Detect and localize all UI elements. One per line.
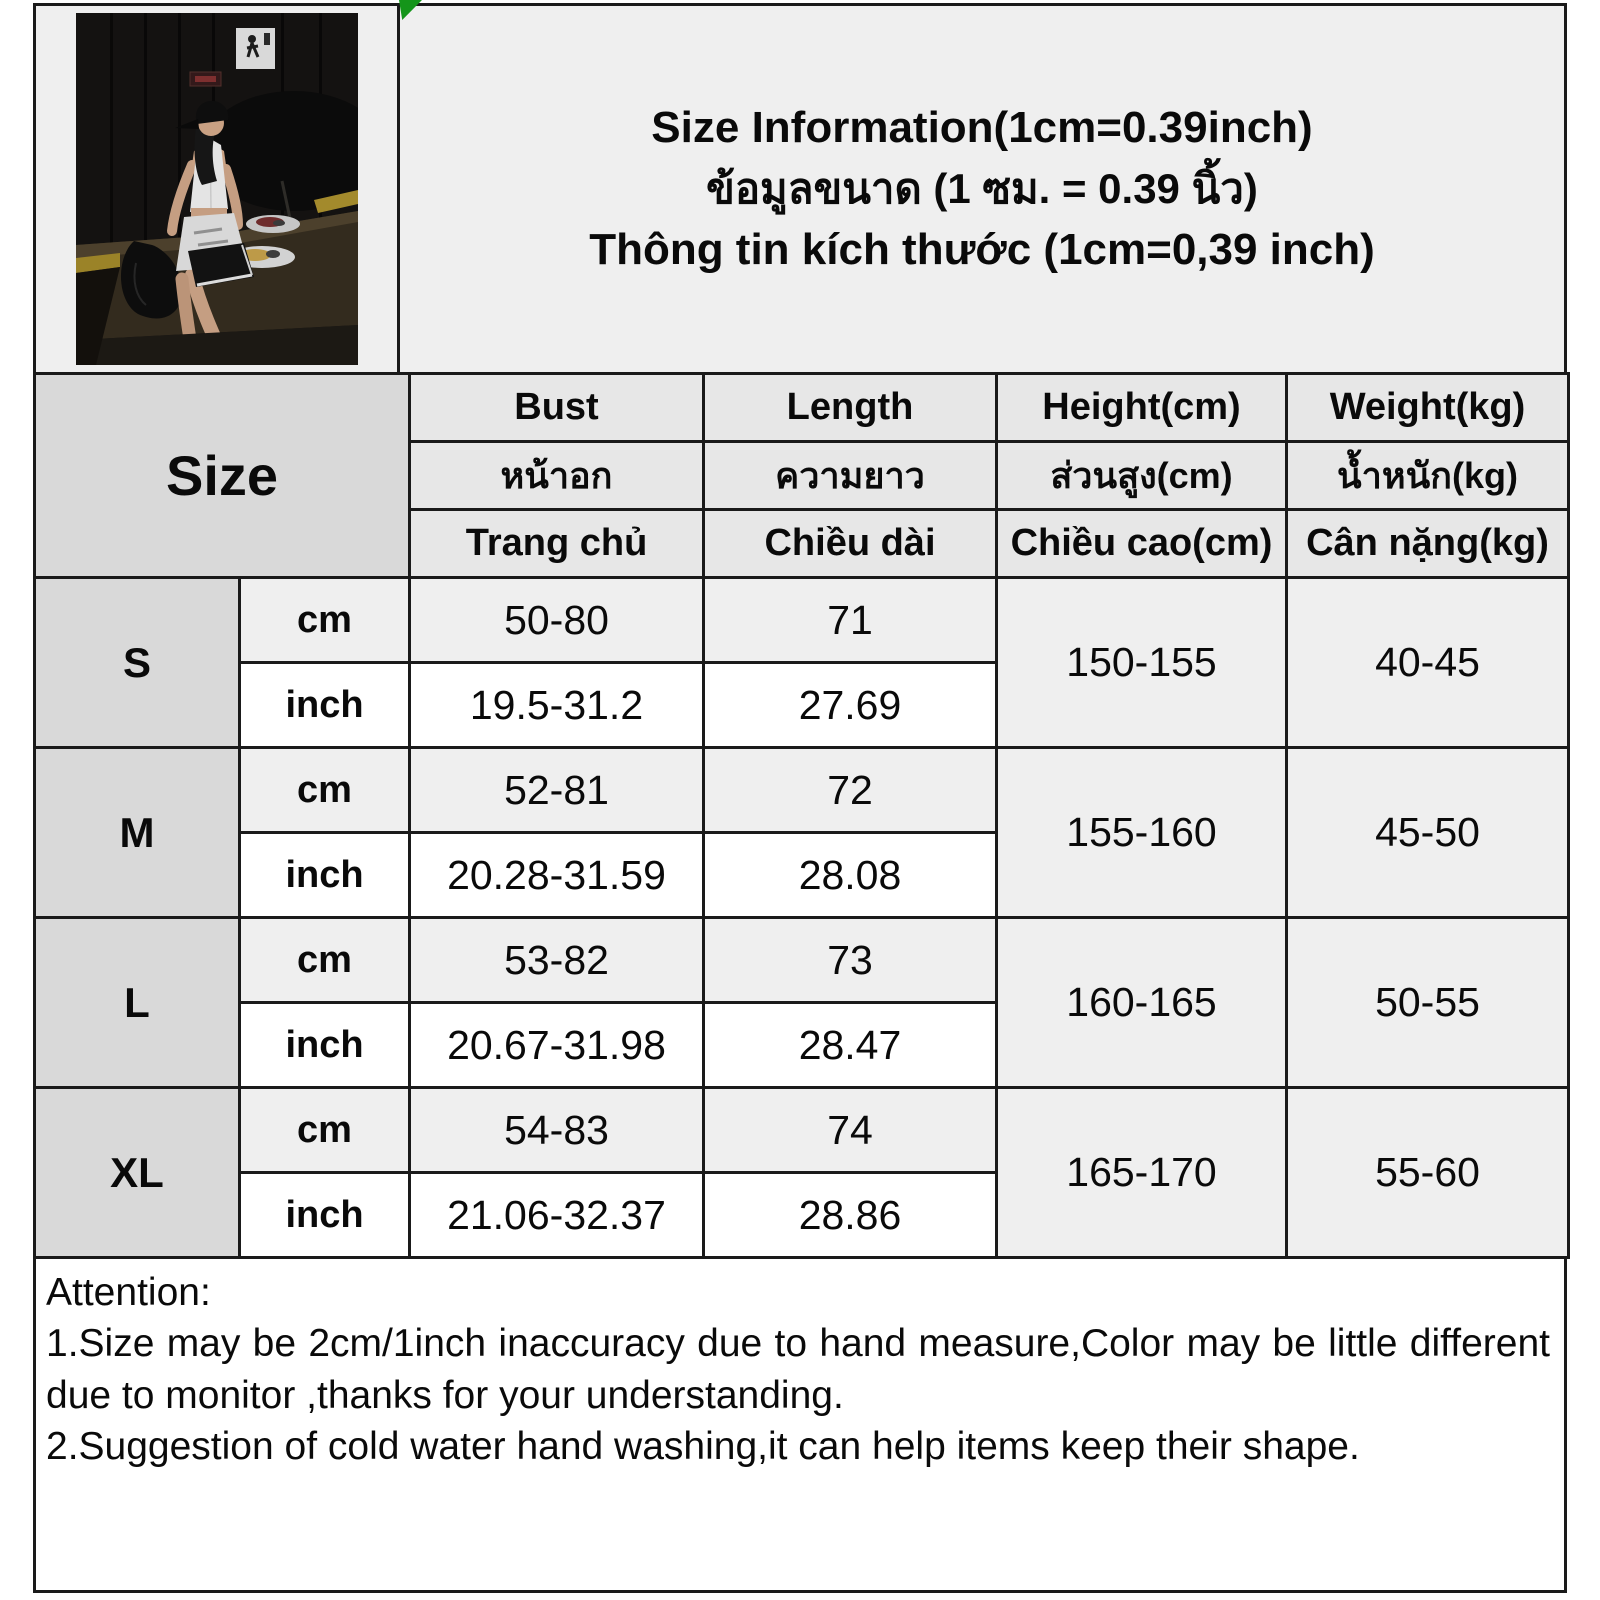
size-XL-label: XL <box>33 1086 241 1259</box>
L-bust-cm: 53-82 <box>408 916 705 1004</box>
model-figure <box>120 100 254 365</box>
S-bust-inch: 19.5-31.2 <box>408 661 705 749</box>
attention-note-2: 2.Suggestion of cold water hand washing,… <box>46 1425 1360 1469</box>
L-length-inch: 28.47 <box>702 1001 998 1089</box>
S-bust-cm: 50-80 <box>408 576 705 664</box>
title-vietnamese: Thông tin kích thước (1cm=0,39 inch) <box>589 225 1375 274</box>
weight-header-th: น้ำหนัก(kg) <box>1285 440 1570 511</box>
unit-cm-label: cm <box>238 916 411 1004</box>
S-height: 150-155 <box>995 576 1288 749</box>
XL-length-inch: 28.86 <box>702 1171 998 1259</box>
header-row-vi: Trang chủ Chiều dài Chiều cao(cm) Cân nặ… <box>35 508 1570 579</box>
height-header-vi: Chiều cao(cm) <box>995 508 1288 579</box>
weight-header-vi: Cân nặng(kg) <box>1285 508 1570 579</box>
S-weight: 40-45 <box>1285 576 1570 749</box>
height-header-th: ส่วนสูง(cm) <box>995 440 1288 511</box>
title-cell: Size Information(1cm=0.39inch) ข้อมูลขนา… <box>400 6 1564 372</box>
bust-header-en: Bust <box>408 372 705 443</box>
M-weight: 45-50 <box>1285 746 1570 919</box>
size-column-header: Size <box>33 372 411 579</box>
product-photo <box>75 13 358 365</box>
title-english: Size Information(1cm=0.39inch) <box>651 103 1313 152</box>
XL-bust-cm: 54-83 <box>408 1086 705 1174</box>
row-S-cm: S cm 50-80 71 150-155 40-45 <box>33 576 1570 749</box>
size-chart-content: Size Information(1cm=0.39inch) ข้อมูลขนา… <box>33 0 1570 1593</box>
unit-cm-label: cm <box>238 746 411 834</box>
length-header-vi: Chiều dài <box>702 508 998 579</box>
M-height: 155-160 <box>995 746 1288 919</box>
umbrella-shape <box>201 91 358 211</box>
row-M-inch: inch 20.28-31.59 28.08 <box>35 831 1569 919</box>
unit-inch-label: inch <box>238 1171 411 1259</box>
size-L-label: L <box>33 916 241 1089</box>
length-header-en: Length <box>702 372 998 443</box>
size-M-label: M <box>33 746 241 919</box>
unit-inch-label: inch <box>238 1001 411 1089</box>
M-bust-inch: 20.28-31.59 <box>408 831 705 919</box>
S-length-cm: 71 <box>702 576 998 664</box>
XL-height: 165-170 <box>995 1086 1288 1259</box>
XL-length-cm: 74 <box>702 1086 998 1174</box>
header-row-th: หน้าอก ความยาว ส่วนสูง(cm) น้ำหนัก(kg) <box>35 440 1570 511</box>
M-length-cm: 72 <box>702 746 998 834</box>
L-bust-inch: 20.67-31.98 <box>408 1001 705 1089</box>
wall-sign-icon <box>235 28 275 69</box>
L-height: 160-165 <box>995 916 1288 1089</box>
XL-bust-inch: 21.06-32.37 <box>408 1171 705 1259</box>
row-XL-inch: inch 21.06-32.37 28.86 <box>35 1171 1569 1259</box>
unit-cm-label: cm <box>238 1086 411 1174</box>
M-bust-cm: 52-81 <box>408 746 705 834</box>
weight-header-en: Weight(kg) <box>1285 372 1570 443</box>
header-row-en: Size Bust Length Height(cm) Weight(kg) <box>33 372 1570 579</box>
XL-weight: 55-60 <box>1285 1086 1570 1259</box>
product-photo-cell <box>36 6 400 372</box>
wall-plaque <box>189 71 221 87</box>
row-L-inch: inch 20.67-31.98 28.47 <box>35 1001 1569 1089</box>
row-L-cm: L cm 53-82 73 160-165 50-55 <box>33 916 1570 1089</box>
row-M-cm: M cm 52-81 72 155-160 45-50 <box>33 746 1570 919</box>
attention-note-1: 1.Size may be 2cm/1inch inaccuracy due t… <box>46 1322 1550 1417</box>
unit-inch-label: inch <box>238 831 411 919</box>
bust-header-th: หน้าอก <box>408 440 705 511</box>
size-table: Size Bust Length Height(cm) Weight(kg) ห… <box>33 372 1570 1259</box>
height-header-en: Height(cm) <box>995 372 1288 443</box>
unit-cm-label: cm <box>238 576 411 664</box>
S-length-inch: 27.69 <box>702 661 998 749</box>
bust-header-vi: Trang chủ <box>408 508 705 579</box>
unit-inch-label: inch <box>238 661 411 749</box>
attention-box: Attention: 1.Size may be 2cm/1inch inacc… <box>33 1259 1567 1593</box>
top-section: Size Information(1cm=0.39inch) ข้อมูลขนา… <box>33 3 1567 372</box>
attention-heading: Attention: <box>46 1271 211 1314</box>
length-header-th: ความยาว <box>702 440 998 511</box>
title-thai: ข้อมูลขนาด (1 ซม. = 0.39 นิ้ว) <box>706 165 1258 212</box>
M-length-inch: 28.08 <box>702 831 998 919</box>
L-weight: 50-55 <box>1285 916 1570 1089</box>
L-length-cm: 73 <box>702 916 998 1004</box>
row-XL-cm: XL cm 54-83 74 165-170 55-60 <box>33 1086 1570 1259</box>
row-S-inch: inch 19.5-31.2 27.69 <box>35 661 1569 749</box>
size-S-label: S <box>33 576 241 749</box>
